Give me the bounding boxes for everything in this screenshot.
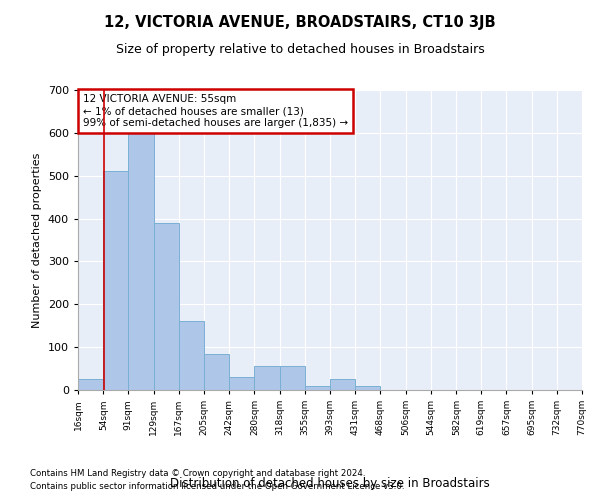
Bar: [128, 122, 154, 390]
Y-axis label: Number of detached properties: Number of detached properties: [32, 152, 42, 328]
Text: Contains public sector information licensed under the Open Government Licence v3: Contains public sector information licen…: [30, 482, 404, 491]
Bar: [154, 223, 179, 390]
Text: 12 VICTORIA AVENUE: 55sqm
← 1% of detached houses are smaller (13)
99% of semi-d: 12 VICTORIA AVENUE: 55sqm ← 1% of detach…: [83, 94, 348, 128]
Bar: [355, 386, 380, 390]
Bar: [254, 366, 280, 390]
Bar: [280, 366, 305, 390]
Bar: [78, 380, 103, 390]
Text: 12, VICTORIA AVENUE, BROADSTAIRS, CT10 3JB: 12, VICTORIA AVENUE, BROADSTAIRS, CT10 3…: [104, 15, 496, 30]
Text: Contains HM Land Registry data © Crown copyright and database right 2024.: Contains HM Land Registry data © Crown c…: [30, 468, 365, 477]
Text: Size of property relative to detached houses in Broadstairs: Size of property relative to detached ho…: [116, 42, 484, 56]
Bar: [103, 172, 128, 390]
Bar: [330, 380, 355, 390]
Bar: [179, 322, 205, 390]
Bar: [305, 386, 330, 390]
Bar: [229, 377, 254, 390]
Bar: [205, 354, 229, 390]
X-axis label: Distribution of detached houses by size in Broadstairs: Distribution of detached houses by size …: [170, 477, 490, 490]
